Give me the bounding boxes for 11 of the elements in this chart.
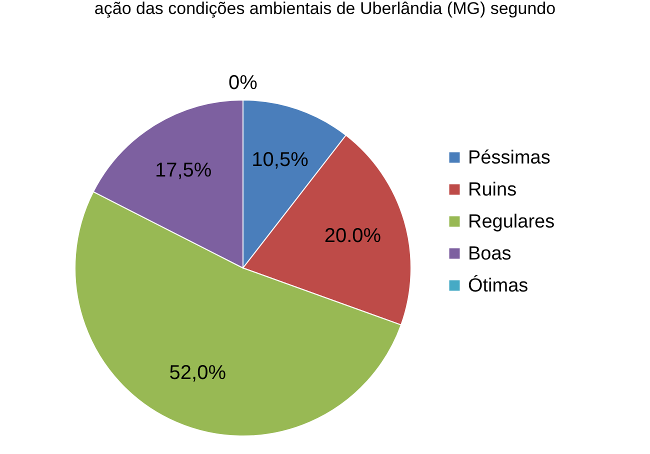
legend-label: Regulares [468, 212, 555, 232]
legend-label: Péssimas [468, 148, 550, 168]
legend-label: Boas [468, 244, 512, 264]
text: 0% [228, 72, 258, 94]
data-label: 20.0% [324, 225, 382, 248]
legend-label: Ótimas [468, 274, 528, 296]
data-label: 10,5% [252, 148, 309, 171]
legend-label: Ruins [468, 180, 517, 200]
data-label: 17,5% [154, 160, 212, 182]
data-label: 52,0% [169, 362, 226, 384]
chart-title: ação das condições ambientais de Uberlândia (MG) segundo [94, 0, 556, 18]
